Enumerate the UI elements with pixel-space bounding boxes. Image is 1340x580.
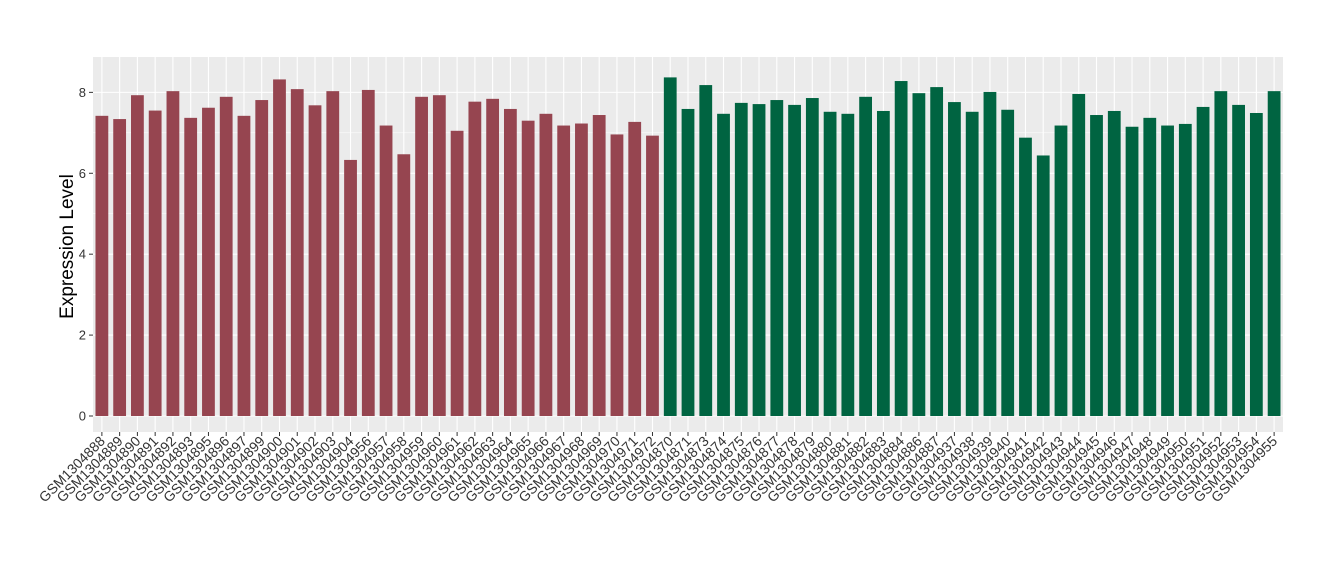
bar <box>273 79 286 416</box>
bar <box>1267 91 1281 417</box>
bar <box>663 77 677 417</box>
bar <box>983 91 997 416</box>
bar <box>539 113 553 417</box>
bar <box>1090 115 1103 416</box>
bar <box>699 85 713 416</box>
bar <box>1249 112 1263 416</box>
bar <box>681 108 695 416</box>
bar <box>255 100 269 417</box>
bar <box>344 159 357 416</box>
bar <box>788 104 801 417</box>
bar <box>1036 155 1050 417</box>
bar <box>1054 125 1068 416</box>
y-tick-label: 6 <box>79 166 86 181</box>
bar <box>1161 125 1174 416</box>
bar <box>468 101 482 416</box>
bar <box>752 104 766 416</box>
bar <box>397 154 411 416</box>
bar <box>521 120 535 416</box>
bar <box>486 98 500 416</box>
bar <box>379 125 393 416</box>
bar <box>823 111 837 417</box>
bar <box>1125 126 1139 416</box>
bar <box>859 96 873 417</box>
bar <box>717 113 730 417</box>
bar <box>1214 91 1228 417</box>
bar <box>575 123 588 416</box>
bar <box>148 110 162 417</box>
bar <box>503 108 517 416</box>
bar <box>1001 109 1015 416</box>
bar <box>450 130 464 416</box>
bar <box>646 135 659 416</box>
bar <box>894 81 908 416</box>
bar <box>1178 123 1192 416</box>
bar <box>237 115 251 416</box>
bar <box>912 93 926 416</box>
bar <box>841 113 855 417</box>
bar <box>876 110 890 417</box>
bar <box>202 107 215 417</box>
bar <box>1143 117 1157 416</box>
bar <box>930 87 944 416</box>
bar <box>1107 110 1121 417</box>
bar <box>361 89 375 416</box>
bar <box>166 91 180 417</box>
bar <box>113 119 127 417</box>
bar <box>1196 106 1210 416</box>
bar <box>610 134 624 416</box>
bar <box>628 121 642 417</box>
bar <box>95 115 109 416</box>
bar <box>432 95 446 416</box>
bars <box>95 77 1281 417</box>
bar <box>965 111 979 417</box>
y-tick-label: 4 <box>79 247 86 262</box>
bar <box>734 102 748 416</box>
bar <box>592 115 606 416</box>
y-axis-title: Expression Level <box>57 174 78 319</box>
y-axis: 0 2 4 6 8 <box>79 85 93 424</box>
bar <box>1232 104 1245 417</box>
bar <box>415 96 428 417</box>
bar <box>131 95 144 416</box>
bar <box>308 105 322 417</box>
bar <box>770 100 784 417</box>
bar <box>948 102 961 416</box>
x-axis: GSM1304888GSM1304889GSM1304890GSM1304891… <box>36 432 1280 505</box>
bar <box>805 98 819 416</box>
y-tick-label: 0 <box>79 409 86 424</box>
bar <box>326 91 340 417</box>
y-tick-label: 8 <box>79 85 86 100</box>
bar <box>290 89 304 417</box>
y-tick-label: 2 <box>79 328 86 343</box>
bar <box>1019 137 1032 416</box>
bar <box>1072 93 1086 417</box>
bar <box>184 117 198 416</box>
bar <box>219 96 233 417</box>
bar <box>557 125 571 416</box>
